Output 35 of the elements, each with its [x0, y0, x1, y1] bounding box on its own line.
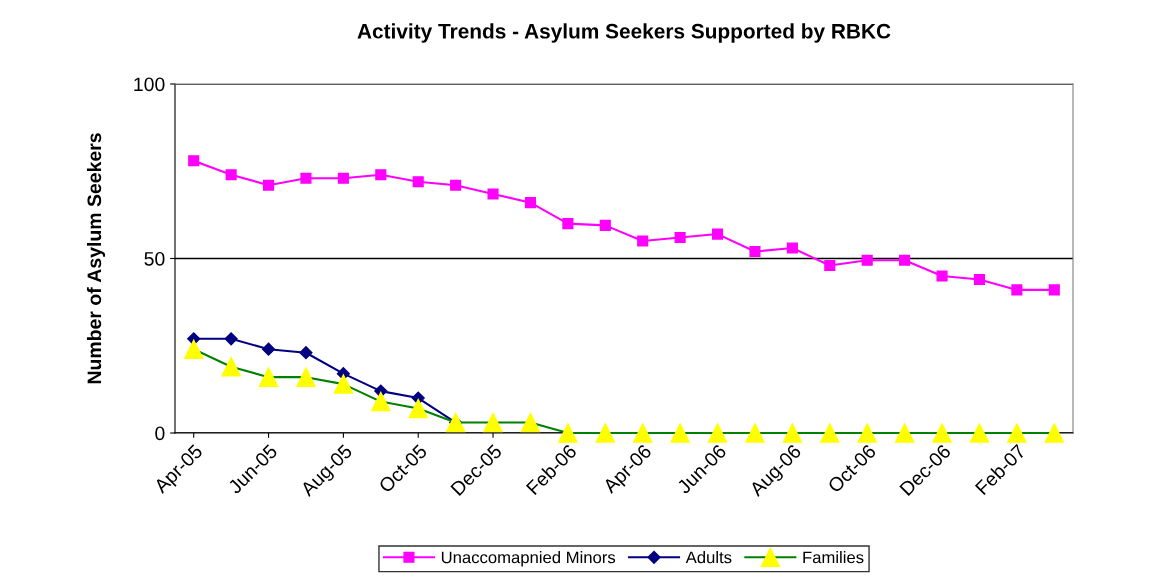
point: [936, 270, 948, 282]
point: [749, 245, 761, 258]
point: [861, 254, 873, 266]
point: [300, 172, 312, 184]
point: [188, 155, 200, 167]
legend-label: Families: [803, 551, 864, 564]
point: [637, 235, 649, 247]
point: [786, 242, 798, 254]
point: [1048, 284, 1060, 296]
legend-label: Adults: [685, 551, 732, 564]
y-tick-label: 100: [134, 77, 165, 92]
point: [1011, 284, 1023, 296]
point: [824, 259, 836, 272]
y-axis-title: Number of Asylum Seekers: [86, 133, 106, 384]
point: [450, 179, 462, 191]
point: [524, 197, 537, 209]
chart-title: Activity Trends - Asylum Seekers Supported by RBKC: [357, 23, 891, 43]
point: [224, 332, 238, 346]
point: [487, 188, 499, 200]
point: [711, 228, 724, 240]
point: [261, 342, 276, 356]
point: [375, 169, 387, 181]
point: [412, 176, 424, 188]
point: [599, 219, 611, 231]
y-tick-label: 50: [144, 251, 165, 266]
point: [899, 254, 911, 266]
point: [337, 172, 349, 184]
point: [562, 218, 574, 230]
point: [973, 273, 986, 285]
point: [225, 169, 237, 181]
point: [299, 346, 313, 360]
point: [674, 232, 686, 244]
legend-label: Unaccomapnied Minors: [441, 551, 616, 567]
point: [262, 179, 275, 191]
y-tick-label: 0: [155, 426, 165, 441]
